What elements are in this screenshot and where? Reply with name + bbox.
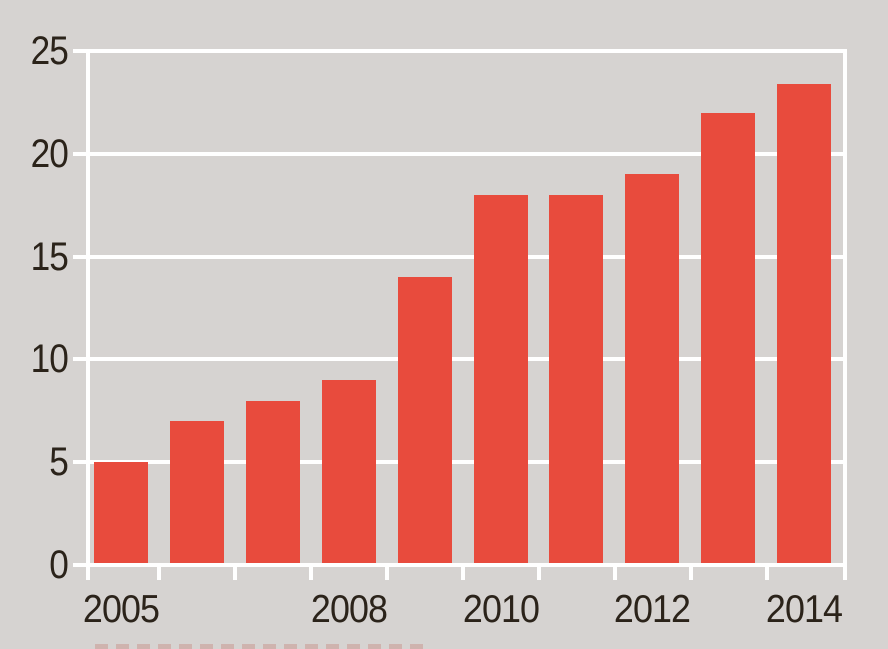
y-tick-label-20: 20	[30, 131, 69, 176]
bar-2009	[397, 277, 452, 563]
x-tick-8	[688, 567, 693, 580]
gridline-y-15	[73, 254, 847, 259]
bar-2005	[94, 462, 148, 563]
gridline-y-20	[73, 151, 847, 156]
x-tick-2	[233, 567, 238, 580]
x-tick-4	[385, 567, 390, 580]
x-axis-line	[73, 563, 847, 567]
y-tick-label-5: 5	[49, 440, 69, 485]
y-tick-label-10: 10	[30, 337, 69, 382]
x-tick-label-2008: 2008	[310, 588, 388, 631]
cropped-caption-remnant	[95, 644, 430, 649]
x-tick-6	[536, 567, 541, 580]
bar-2007	[245, 400, 300, 563]
x-tick-3	[309, 567, 314, 580]
x-tick-5	[461, 567, 465, 580]
bar-2013	[701, 112, 756, 563]
bar-2014	[777, 83, 832, 563]
bar-2008	[321, 379, 376, 563]
x-tick-label-2014: 2014	[766, 588, 843, 631]
bar-2011	[549, 194, 604, 563]
y-tick-label-15: 15	[30, 234, 69, 279]
x-tick-label-2005: 2005	[82, 588, 160, 631]
plot-right-border	[843, 49, 847, 580]
y-axis-line	[86, 49, 90, 580]
gridline-y-5	[73, 460, 847, 465]
x-tick-label-2010: 2010	[462, 588, 539, 631]
y-tick-label-0: 0	[49, 543, 69, 587]
gridline-y-10	[73, 357, 847, 362]
x-tick-label-2012: 2012	[614, 588, 691, 631]
x-tick-1	[157, 567, 162, 580]
y-tick-label-25: 25	[30, 29, 69, 73]
bar-2012	[625, 174, 680, 563]
gridline-y-25	[73, 49, 847, 53]
bar-2010	[473, 194, 528, 563]
bar-2006	[169, 421, 224, 563]
x-tick-7	[612, 567, 617, 580]
x-tick-9	[764, 567, 769, 580]
